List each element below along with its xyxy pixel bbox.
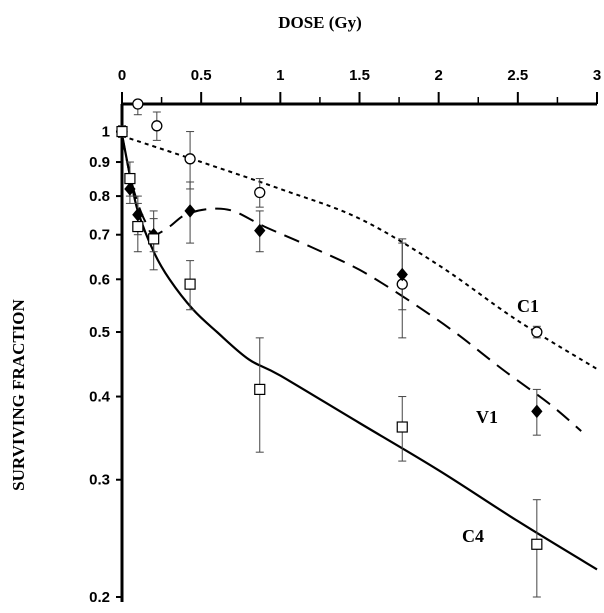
y-tick-label: 0.9 [89,154,110,171]
c1-series-label: C1 [517,296,539,316]
c1-point [132,98,144,110]
y-tick-label: 0.6 [89,271,110,288]
v1-point [124,182,136,196]
c4-point [396,421,408,433]
c1-point [531,326,543,338]
x-tick-label: 1.5 [349,67,370,84]
x-axis-title: DOSE (Gy) [278,13,362,32]
v1-point [396,267,408,282]
x-tick-label: 0.5 [191,67,212,84]
c4-point [116,125,128,138]
c4-point [124,172,136,185]
c4-point [184,278,196,290]
x-tick-label: 2.5 [507,67,528,84]
c4-point [148,233,160,245]
fit-curves [120,134,598,571]
series-labels: C1 V1 C4 [462,296,539,546]
v1-point [254,223,266,238]
y-axis-title: SURVIVING FRACTION [9,298,28,490]
y-tick-label: 0.8 [89,188,110,205]
y-tick-label: 0.2 [89,589,110,606]
y-tick-label: 0.5 [89,324,110,341]
c4-point [254,383,266,396]
v1-series-label: V1 [476,407,498,427]
x-tick-label: 0 [118,67,126,84]
v1-fit-line [121,134,582,432]
v1-point [132,207,144,222]
c4-fit-line [120,134,598,571]
c1-point [151,120,163,132]
data-markers [116,98,543,550]
v1-point [531,404,543,419]
c4-point [132,220,144,233]
y-tick-label: 0.4 [89,389,111,406]
x-tick-label: 3 [593,67,601,84]
y-tick-label: 1 [102,124,110,141]
y-tick-label: 0.3 [89,472,110,489]
axes: 0 0.5 1 1.5 2 2.5 3 1 0.9 0.8 0.7 0.6 0.5 0.4 0.3 0.2 [89,67,601,606]
v1-point [184,204,196,218]
y-tick-label: 0.7 [89,227,110,244]
c1-point [254,186,266,199]
x-tick-label: 1 [276,67,284,84]
c1-point [184,153,196,165]
x-tick-label: 2 [434,67,442,84]
c4-point [531,538,543,550]
c1-fit-line [121,134,598,370]
c4-series-label: C4 [462,526,484,546]
